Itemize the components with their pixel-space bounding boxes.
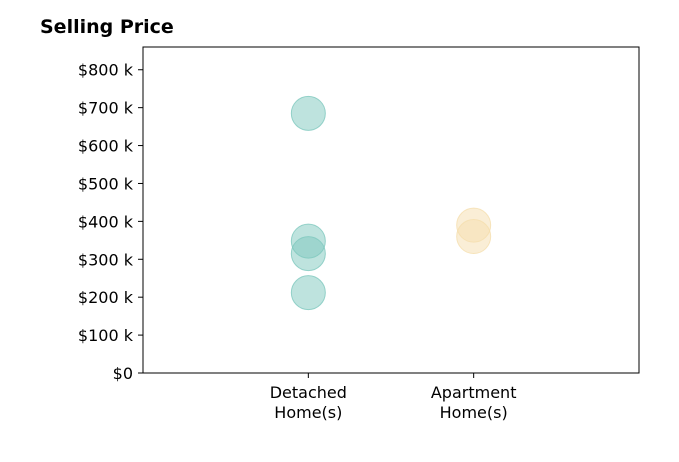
x-tick-label: Home(s) — [440, 403, 508, 422]
x-tick-label: Home(s) — [274, 403, 342, 422]
y-tick-label: $0 — [113, 364, 133, 383]
y-tick-label: $200 k — [78, 288, 134, 307]
data-point — [456, 219, 492, 255]
y-axis: $0 $100 k $200 k $300 k $400 k $500 k $600 k $7… — [78, 61, 143, 383]
y-tick-label: $400 k — [78, 212, 134, 231]
data-point — [290, 95, 326, 131]
data-point — [290, 236, 326, 272]
y-tick-label: $800 k — [78, 61, 134, 80]
y-tick-label: $600 k — [78, 137, 134, 156]
y-tick-label: $300 k — [78, 250, 134, 269]
y-tick-label: $100 k — [78, 326, 134, 345]
x-tick-label: Detached — [270, 383, 347, 402]
y-tick-label: $500 k — [78, 174, 134, 193]
data-point — [290, 275, 326, 311]
plot-frame — [142, 46, 640, 374]
x-tick-label: Apartment — [431, 383, 517, 402]
y-tick-label: $700 k — [78, 99, 134, 118]
chart-title: Selling Price — [40, 16, 174, 38]
data-points — [290, 95, 492, 311]
